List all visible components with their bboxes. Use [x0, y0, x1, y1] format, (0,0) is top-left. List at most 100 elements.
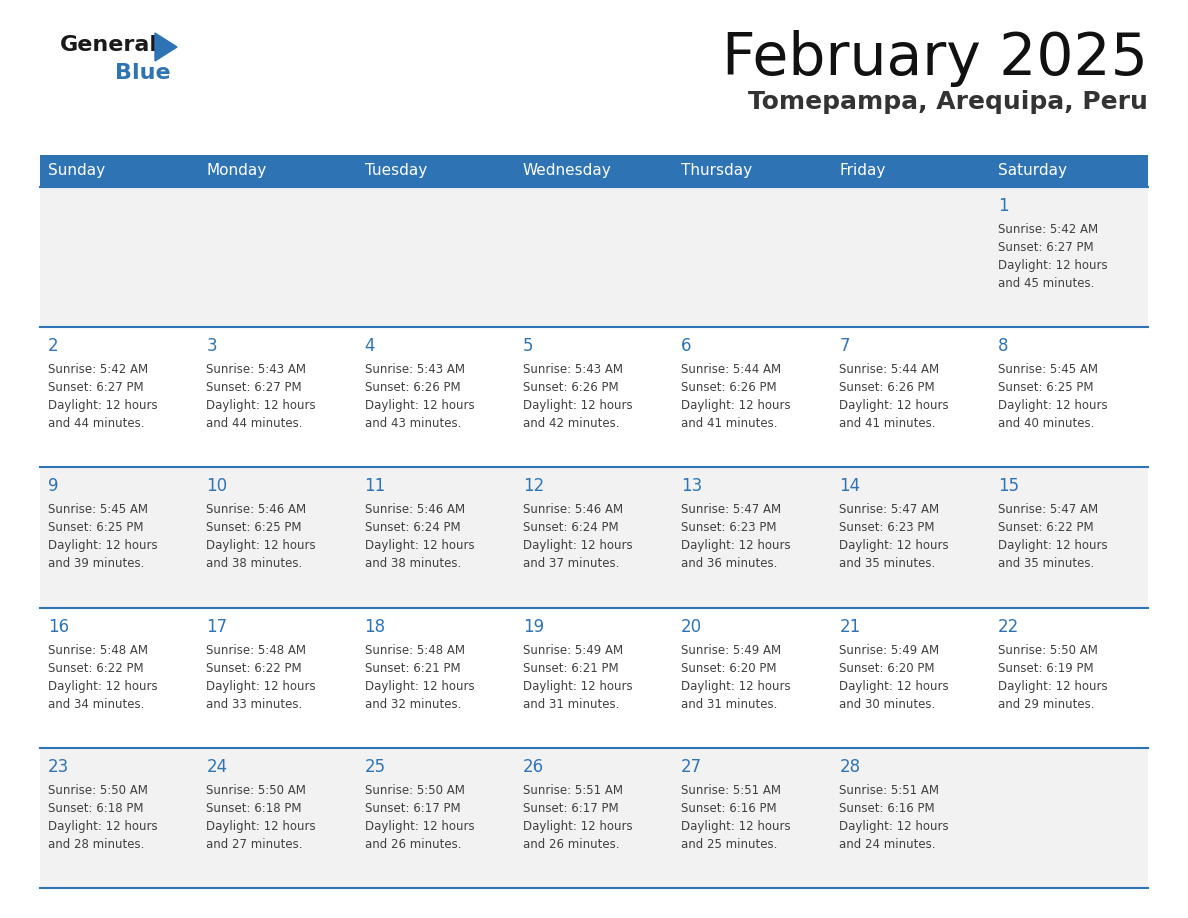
- Text: Sunset: 6:17 PM: Sunset: 6:17 PM: [365, 801, 460, 815]
- Bar: [356, 748, 514, 888]
- Text: Sunset: 6:23 PM: Sunset: 6:23 PM: [681, 521, 777, 534]
- Text: Daylight: 12 hours: Daylight: 12 hours: [365, 820, 474, 833]
- Text: 16: 16: [48, 618, 69, 635]
- Text: Daylight: 12 hours: Daylight: 12 hours: [523, 540, 632, 553]
- Text: 28: 28: [840, 757, 860, 776]
- Text: Sunrise: 5:47 AM: Sunrise: 5:47 AM: [998, 503, 1098, 517]
- Text: Sunrise: 5:45 AM: Sunrise: 5:45 AM: [998, 364, 1098, 376]
- Text: and 34 minutes.: and 34 minutes.: [48, 698, 145, 711]
- Text: Sunrise: 5:50 AM: Sunrise: 5:50 AM: [998, 644, 1098, 656]
- Text: and 35 minutes.: and 35 minutes.: [840, 557, 936, 570]
- Text: and 28 minutes.: and 28 minutes.: [48, 838, 145, 851]
- Bar: [514, 608, 674, 748]
- Bar: [674, 187, 832, 327]
- Text: Daylight: 12 hours: Daylight: 12 hours: [998, 399, 1107, 412]
- Bar: [40, 155, 198, 187]
- Bar: [514, 155, 674, 187]
- Text: Sunrise: 5:46 AM: Sunrise: 5:46 AM: [523, 503, 623, 517]
- Text: Daylight: 12 hours: Daylight: 12 hours: [365, 540, 474, 553]
- Text: 19: 19: [523, 618, 544, 635]
- Text: Sunset: 6:20 PM: Sunset: 6:20 PM: [681, 662, 777, 675]
- Bar: [356, 187, 514, 327]
- Text: and 44 minutes.: and 44 minutes.: [48, 417, 145, 431]
- Text: Sunset: 6:17 PM: Sunset: 6:17 PM: [523, 801, 619, 815]
- Text: 6: 6: [681, 337, 691, 355]
- Text: Monday: Monday: [207, 163, 266, 178]
- Text: Sunrise: 5:48 AM: Sunrise: 5:48 AM: [207, 644, 307, 656]
- Bar: [990, 327, 1148, 467]
- Text: Sunrise: 5:44 AM: Sunrise: 5:44 AM: [840, 364, 940, 376]
- Bar: [990, 187, 1148, 327]
- Text: Wednesday: Wednesday: [523, 163, 612, 178]
- Text: and 38 minutes.: and 38 minutes.: [207, 557, 303, 570]
- Text: Daylight: 12 hours: Daylight: 12 hours: [365, 679, 474, 692]
- Text: and 41 minutes.: and 41 minutes.: [681, 417, 778, 431]
- Text: 17: 17: [207, 618, 227, 635]
- Bar: [198, 327, 356, 467]
- Text: and 27 minutes.: and 27 minutes.: [207, 838, 303, 851]
- Text: Sunrise: 5:43 AM: Sunrise: 5:43 AM: [207, 364, 307, 376]
- Bar: [990, 608, 1148, 748]
- Text: Sunset: 6:26 PM: Sunset: 6:26 PM: [681, 381, 777, 394]
- Text: and 43 minutes.: and 43 minutes.: [365, 417, 461, 431]
- Text: Sunrise: 5:44 AM: Sunrise: 5:44 AM: [681, 364, 782, 376]
- Bar: [674, 608, 832, 748]
- Bar: [832, 608, 990, 748]
- Text: Sunrise: 5:49 AM: Sunrise: 5:49 AM: [840, 644, 940, 656]
- Text: Sunrise: 5:46 AM: Sunrise: 5:46 AM: [365, 503, 465, 517]
- Bar: [832, 187, 990, 327]
- Text: Sunset: 6:26 PM: Sunset: 6:26 PM: [365, 381, 460, 394]
- Text: 5: 5: [523, 337, 533, 355]
- Text: Sunset: 6:23 PM: Sunset: 6:23 PM: [840, 521, 935, 534]
- Text: Sunrise: 5:43 AM: Sunrise: 5:43 AM: [365, 364, 465, 376]
- Bar: [674, 155, 832, 187]
- Bar: [990, 467, 1148, 608]
- Bar: [198, 155, 356, 187]
- Bar: [990, 748, 1148, 888]
- Bar: [356, 608, 514, 748]
- Text: Daylight: 12 hours: Daylight: 12 hours: [840, 679, 949, 692]
- Text: 24: 24: [207, 757, 227, 776]
- Text: and 39 minutes.: and 39 minutes.: [48, 557, 145, 570]
- Text: Sunrise: 5:47 AM: Sunrise: 5:47 AM: [840, 503, 940, 517]
- Text: and 36 minutes.: and 36 minutes.: [681, 557, 777, 570]
- Text: Sunset: 6:25 PM: Sunset: 6:25 PM: [207, 521, 302, 534]
- Text: 15: 15: [998, 477, 1019, 496]
- Text: Sunrise: 5:51 AM: Sunrise: 5:51 AM: [523, 784, 623, 797]
- Text: and 25 minutes.: and 25 minutes.: [681, 838, 777, 851]
- Text: Sunday: Sunday: [48, 163, 105, 178]
- Bar: [40, 748, 198, 888]
- Bar: [198, 187, 356, 327]
- Text: 22: 22: [998, 618, 1019, 635]
- Text: Daylight: 12 hours: Daylight: 12 hours: [207, 540, 316, 553]
- Text: and 31 minutes.: and 31 minutes.: [523, 698, 619, 711]
- Text: Sunrise: 5:42 AM: Sunrise: 5:42 AM: [48, 364, 148, 376]
- Text: 13: 13: [681, 477, 702, 496]
- Bar: [198, 467, 356, 608]
- Text: Sunset: 6:26 PM: Sunset: 6:26 PM: [840, 381, 935, 394]
- Text: Saturday: Saturday: [998, 163, 1067, 178]
- Text: 9: 9: [48, 477, 58, 496]
- Text: and 40 minutes.: and 40 minutes.: [998, 417, 1094, 431]
- Bar: [674, 327, 832, 467]
- Text: Daylight: 12 hours: Daylight: 12 hours: [681, 540, 791, 553]
- Text: and 38 minutes.: and 38 minutes.: [365, 557, 461, 570]
- Text: Sunset: 6:27 PM: Sunset: 6:27 PM: [207, 381, 302, 394]
- Bar: [514, 327, 674, 467]
- Text: February 2025: February 2025: [722, 30, 1148, 87]
- Text: Sunset: 6:24 PM: Sunset: 6:24 PM: [523, 521, 619, 534]
- Bar: [990, 155, 1148, 187]
- Text: Friday: Friday: [840, 163, 886, 178]
- Text: and 30 minutes.: and 30 minutes.: [840, 698, 936, 711]
- Text: Daylight: 12 hours: Daylight: 12 hours: [207, 399, 316, 412]
- Text: 3: 3: [207, 337, 217, 355]
- Text: 11: 11: [365, 477, 386, 496]
- Text: Sunset: 6:27 PM: Sunset: 6:27 PM: [48, 381, 144, 394]
- Text: 20: 20: [681, 618, 702, 635]
- Text: and 41 minutes.: and 41 minutes.: [840, 417, 936, 431]
- Text: 8: 8: [998, 337, 1009, 355]
- Text: General: General: [61, 35, 158, 55]
- Bar: [514, 748, 674, 888]
- Text: and 32 minutes.: and 32 minutes.: [365, 698, 461, 711]
- Bar: [674, 748, 832, 888]
